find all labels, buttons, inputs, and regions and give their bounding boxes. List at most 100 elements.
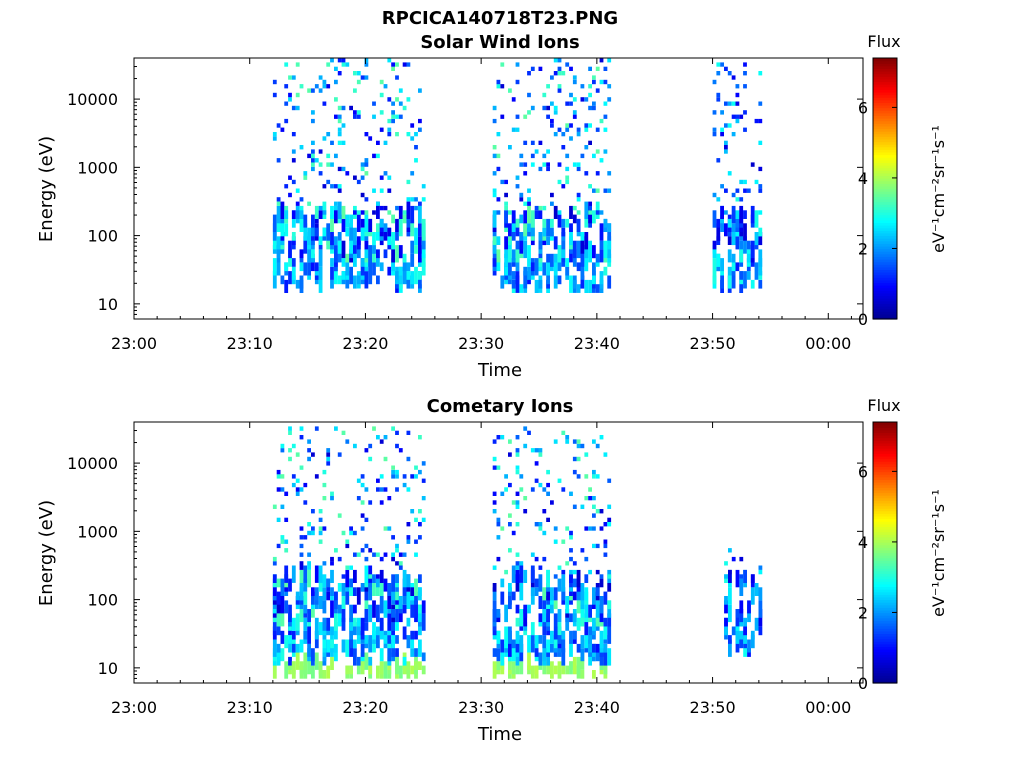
colorbar-segment	[873, 76, 897, 80]
heatmap-cell	[511, 127, 516, 132]
heatmap-cell	[334, 613, 338, 631]
heatmap-cell	[376, 574, 380, 579]
heatmap-cell	[379, 79, 384, 85]
colorbar-segment	[873, 555, 897, 559]
heatmap-cell	[500, 578, 505, 588]
heatmap-cell	[307, 569, 311, 588]
heatmap-cell	[496, 630, 501, 644]
heatmap-cell	[534, 210, 539, 219]
y-tick-label: 1000	[77, 158, 118, 177]
colorbar-segment	[873, 615, 897, 619]
heatmap-cell	[603, 452, 608, 457]
heatmap-cell	[303, 617, 308, 631]
heatmap-cell	[595, 149, 600, 154]
heatmap-cell	[576, 218, 581, 232]
heatmap-cell	[383, 84, 388, 89]
heatmap-cell	[599, 574, 604, 579]
heatmap-cell	[592, 587, 596, 605]
heatmap-cell	[584, 145, 589, 150]
heatmap-cell	[515, 617, 520, 627]
colorbar-segment	[873, 68, 897, 72]
heatmap-cell	[504, 639, 508, 649]
heatmap-cell	[588, 210, 592, 215]
heatmap-cell	[542, 153, 547, 159]
heatmap-cell	[546, 482, 550, 488]
heatmap-cell	[731, 253, 736, 263]
heatmap-cell	[580, 648, 585, 662]
heatmap-cell	[750, 635, 755, 649]
heatmap-cell	[735, 262, 740, 272]
colorbar-segment	[873, 680, 897, 684]
heatmap-cell	[295, 279, 300, 289]
heatmap-cell	[284, 62, 289, 67]
heatmap-cell	[387, 227, 392, 237]
heatmap-cell	[307, 656, 311, 675]
heatmap-cell	[421, 262, 426, 276]
heatmap-cell	[728, 587, 732, 605]
heatmap-cell	[395, 548, 399, 553]
heatmap-cell	[557, 245, 562, 263]
heatmap-cell	[504, 236, 508, 250]
colorbar-segment	[873, 222, 897, 226]
heatmap-cell	[504, 569, 508, 575]
heatmap-cell	[322, 79, 327, 85]
heatmap-cell	[592, 439, 596, 444]
heatmap-cell	[318, 236, 323, 245]
heatmap-cell	[492, 171, 497, 176]
heatmap-cell	[534, 522, 539, 527]
colorbar-frame	[872, 57, 898, 320]
heatmap-cell	[754, 232, 759, 246]
heatmap-cell	[398, 565, 403, 570]
colorbar-segment	[873, 272, 897, 276]
heatmap-cell	[496, 249, 501, 263]
heatmap-cell	[546, 166, 550, 172]
heatmap-cell	[353, 443, 357, 449]
heatmap-cell	[588, 279, 592, 293]
heatmap-cell	[280, 535, 285, 540]
colorbar-segment	[873, 71, 897, 75]
heatmap-cell	[272, 79, 277, 85]
heatmap-cell	[311, 166, 315, 172]
y-axis-label: Energy (eV)	[36, 136, 57, 242]
heatmap-cell	[314, 266, 319, 276]
heatmap-cell	[728, 569, 732, 583]
colorbar-segment	[873, 453, 897, 457]
heatmap-cell	[603, 149, 608, 154]
heatmap-cell	[731, 101, 736, 106]
heatmap-cell	[284, 635, 289, 649]
heatmap-cell	[364, 587, 369, 601]
heatmap-cell	[569, 587, 573, 596]
heatmap-cell	[360, 656, 365, 675]
heatmap-cell	[368, 262, 373, 280]
heatmap-cell	[515, 114, 520, 119]
heatmap-cell	[538, 565, 543, 570]
colorbar-segment	[873, 290, 897, 294]
heatmap-cell	[515, 469, 520, 475]
heatmap-cell	[542, 487, 547, 492]
heatmap-cell	[557, 214, 562, 228]
heatmap-cell	[542, 262, 547, 276]
heatmap-cell	[368, 656, 373, 666]
heatmap-cell	[519, 583, 524, 601]
heatmap-cell	[322, 469, 327, 475]
heatmap-cell	[295, 591, 300, 601]
colorbar-label: Flux	[867, 32, 900, 51]
heatmap-cell	[603, 66, 608, 71]
heatmap-cell	[592, 188, 596, 193]
heatmap-cell	[360, 162, 365, 167]
colorbar-segment	[873, 214, 897, 218]
heatmap-cell	[272, 556, 277, 562]
heatmap-cell	[291, 232, 296, 241]
heatmap-cell	[553, 626, 558, 640]
heatmap-cell	[572, 110, 577, 115]
heatmap-cell	[561, 430, 566, 435]
heatmap-cell	[410, 240, 415, 254]
colorbar-segment	[873, 185, 897, 190]
heatmap-cell	[561, 587, 566, 601]
heatmap-cell	[330, 639, 334, 649]
heatmap-cell	[724, 140, 728, 145]
heatmap-cell	[739, 114, 744, 119]
heatmap-cell	[716, 92, 721, 98]
colorbar-segment	[873, 251, 897, 255]
heatmap-cell	[492, 210, 497, 228]
